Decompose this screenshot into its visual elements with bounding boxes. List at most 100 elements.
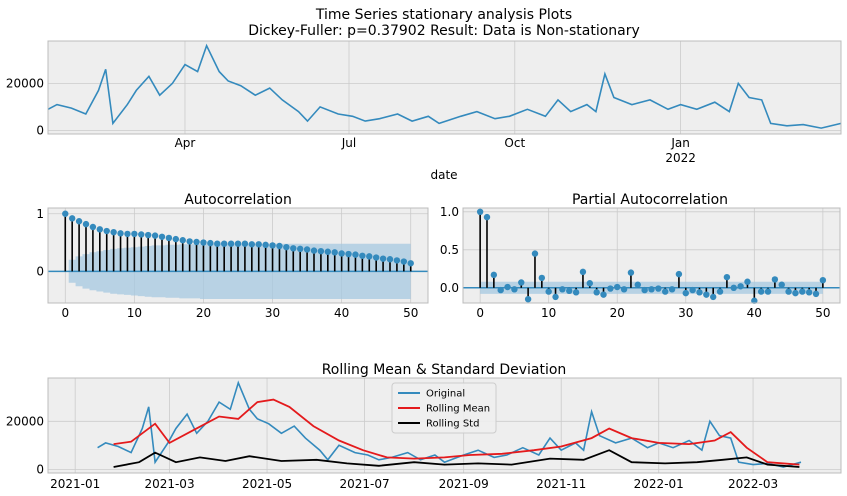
lag-marker xyxy=(716,288,724,295)
lag-marker xyxy=(524,296,532,303)
x-tick-label: 2022-01 xyxy=(634,477,684,491)
lag-marker xyxy=(812,290,820,298)
lag-marker xyxy=(303,246,311,253)
y-tick-label: 0 xyxy=(36,264,44,278)
x-tick-label: 2021-03 xyxy=(144,477,194,491)
y-tick-label: 0.0 xyxy=(440,281,459,295)
lag-marker xyxy=(504,283,511,291)
lag-marker xyxy=(138,231,145,238)
lag-marker xyxy=(255,241,262,248)
x-tick-label: 2021-01 xyxy=(50,477,100,491)
lag-marker xyxy=(151,232,159,239)
lag-marker xyxy=(386,256,394,263)
lag-marker xyxy=(627,269,635,276)
lag-marker xyxy=(262,241,269,249)
lag-marker xyxy=(668,286,676,293)
lag-marker xyxy=(283,243,290,251)
lag-marker xyxy=(545,288,552,295)
lag-marker xyxy=(186,238,193,245)
lag-marker xyxy=(607,285,614,292)
lag-marker xyxy=(172,235,180,243)
lag-marker xyxy=(241,240,249,247)
x-tick-label: 2021-07 xyxy=(339,477,389,491)
lag-marker xyxy=(165,234,173,242)
x-tick-label: 20 xyxy=(196,306,211,320)
lag-marker xyxy=(62,210,69,217)
x-tick-label: 20 xyxy=(610,306,625,320)
lag-marker xyxy=(675,270,683,278)
lag-marker xyxy=(317,247,325,255)
lag-marker xyxy=(214,240,221,247)
lag-marker xyxy=(709,293,717,301)
lag-marker xyxy=(483,213,491,221)
x-tick-label: 30 xyxy=(678,306,693,320)
lag-marker xyxy=(379,255,387,262)
timeseries-axes-bg xyxy=(48,41,841,134)
lag-marker xyxy=(730,284,737,291)
legend-label: Rolling Mean xyxy=(426,404,490,415)
lag-marker xyxy=(117,230,124,237)
x-tick-label: 2022-03 xyxy=(728,477,778,491)
lag-marker xyxy=(110,228,117,236)
x-tick-label: 40 xyxy=(747,306,762,320)
x-tick-label: 10 xyxy=(541,306,556,320)
x-tick-label: Jan xyxy=(670,136,690,150)
lag-marker xyxy=(82,220,90,228)
y-tick-label: 0 xyxy=(36,462,44,476)
lag-marker xyxy=(799,288,806,295)
lag-marker xyxy=(269,242,276,249)
lag-marker xyxy=(103,227,110,235)
lag-marker xyxy=(372,254,380,261)
lag-marker xyxy=(586,280,594,287)
lag-marker xyxy=(497,286,504,294)
lag-marker xyxy=(331,249,338,256)
x-tick-sublabel: 2022 xyxy=(665,151,696,165)
lag-marker xyxy=(579,268,587,276)
rolling-title: Rolling Mean & Standard Deviation xyxy=(322,362,567,378)
lag-marker xyxy=(248,241,256,248)
lag-marker xyxy=(593,289,600,296)
lag-marker xyxy=(345,250,352,258)
lag-marker xyxy=(324,248,332,255)
lag-marker xyxy=(538,274,546,282)
pacf-panel: Partial Autocorrelation 0 10 20 30 40 50 0.0 0.… xyxy=(440,192,841,320)
rolling-panel: Rolling Mean & Standard Deviation 2021-0… xyxy=(6,362,842,491)
lag-marker xyxy=(220,240,228,247)
x-tick-label: 2021-11 xyxy=(536,477,586,491)
lag-marker xyxy=(620,286,628,293)
timeseries-xlabel: date xyxy=(430,168,457,182)
lag-marker xyxy=(552,293,559,301)
lag-marker xyxy=(744,278,751,285)
lag-marker xyxy=(572,289,580,296)
lag-marker xyxy=(476,208,484,215)
lag-marker xyxy=(407,260,414,267)
y-tick-label: 1.0 xyxy=(440,205,459,219)
lag-marker xyxy=(75,218,83,225)
lag-marker xyxy=(366,253,373,260)
lag-marker xyxy=(531,250,539,257)
lag-marker xyxy=(682,289,689,297)
lag-marker xyxy=(338,250,345,257)
series-line-0 xyxy=(97,380,802,468)
lag-marker xyxy=(124,230,131,238)
lag-marker xyxy=(737,283,744,290)
lag-marker xyxy=(662,288,669,295)
lag-marker xyxy=(689,286,696,294)
lag-marker xyxy=(518,279,525,286)
lag-marker xyxy=(703,291,710,298)
lag-marker xyxy=(207,239,214,247)
lag-marker xyxy=(144,231,152,239)
lag-marker xyxy=(778,281,785,288)
lag-marker xyxy=(764,288,772,295)
lag-marker xyxy=(276,242,283,250)
lag-marker xyxy=(805,289,813,296)
lag-marker xyxy=(614,283,621,291)
lag-marker xyxy=(359,252,366,259)
x-tick-label: 10 xyxy=(127,306,142,320)
lag-marker xyxy=(648,286,655,293)
lag-marker xyxy=(89,223,97,231)
lag-marker xyxy=(234,240,242,247)
lag-marker xyxy=(600,291,607,298)
